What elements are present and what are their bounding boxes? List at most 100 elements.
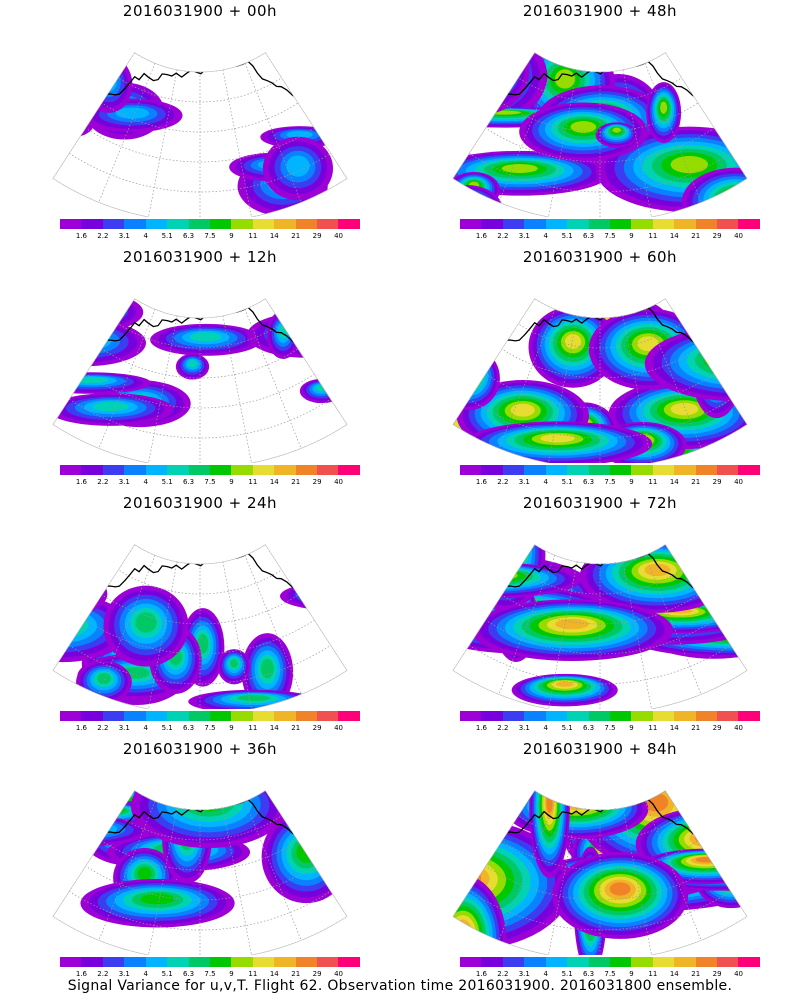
colorbar-swatch — [481, 957, 503, 967]
variance-contour — [452, 192, 489, 217]
variance-contour — [140, 893, 175, 905]
colorbar-labels: 1.6 2.2 3.1 4 5.1 6.3 7.5 9 11 14 21 29 40 — [60, 232, 360, 242]
latitude-line — [62, 394, 338, 439]
colorbar-tick-label: 5.1 — [161, 970, 173, 978]
variance-contour — [486, 794, 506, 816]
colorbar-tick-label: 5.1 — [561, 724, 573, 732]
map-panel-60h: 2016031900 + 60h 1.6 2.2 3.1 4 5.1 6.3 7.5 9 11 14… — [400, 246, 800, 492]
variance-contour — [564, 334, 582, 349]
colorbar-swatch — [188, 957, 210, 967]
colorbar-tick-label: 14 — [669, 232, 679, 240]
colorbar-swatch — [717, 711, 739, 721]
colorbar-labels: 1.6 2.2 3.1 4 5.1 6.3 7.5 9 11 14 21 29 40 — [460, 232, 760, 242]
variance-contour — [57, 584, 78, 596]
colorbar-tick-label: 9 — [229, 724, 234, 732]
colorbar-tick-label: 6.3 — [182, 724, 195, 732]
colorbar-swatch — [481, 219, 503, 229]
variance-contour — [703, 345, 748, 374]
colorbar-swatch — [652, 711, 675, 721]
variance-contour — [286, 131, 313, 139]
variance-contour — [474, 55, 493, 74]
colorbar-tick-label: 1.6 — [475, 478, 487, 486]
colorbar-swatch — [652, 957, 675, 967]
variance-contour — [452, 790, 529, 817]
colorbar-tick-label: 9 — [229, 970, 234, 978]
colorbar-labels: 1.6 2.2 3.1 4 5.1 6.3 7.5 9 11 14 21 29 40 — [460, 970, 760, 980]
latitude-line — [113, 320, 287, 349]
colorbar-swatch — [274, 219, 296, 229]
colorbar-tick-label: 1.6 — [475, 232, 487, 240]
longitude-line — [222, 561, 252, 709]
colorbar-swatch — [545, 465, 568, 475]
variance-contour — [59, 330, 112, 351]
colorbar-swatch — [338, 465, 360, 475]
colorbar-swatch — [460, 219, 482, 229]
map-panel-36h: 2016031900 + 36h 1.6 2.2 3.1 4 5.1 6.3 7.5 9 11 14… — [0, 738, 400, 984]
variance-contour — [686, 826, 748, 835]
colorbar-swatch — [102, 465, 125, 475]
colorbar-tick-label: 1.6 — [75, 970, 87, 978]
longitude-line — [622, 561, 652, 709]
variance-contour — [489, 584, 501, 599]
colorbar-labels: 1.6 2.2 3.1 4 5.1 6.3 7.5 9 11 14 21 29 40 — [60, 724, 360, 734]
variance-contour — [308, 586, 348, 602]
variance-contour — [644, 563, 671, 577]
variance-contour — [672, 549, 709, 561]
variance-contour — [189, 332, 222, 342]
map-panel-72h: 2016031900 + 72h 1.6 2.2 3.1 4 5.1 6.3 7.5 9 11 14… — [400, 492, 800, 738]
colorbar — [460, 219, 760, 229]
colorbar-tick-label: 1.6 — [75, 232, 87, 240]
variance-contour — [286, 155, 310, 177]
longitude-line — [148, 69, 178, 217]
variance-contour — [260, 658, 274, 679]
colorbar-tick-label: 3.1 — [518, 724, 530, 732]
colorbar — [60, 219, 360, 229]
variance-contour — [689, 829, 722, 847]
latitude-line — [79, 615, 321, 655]
variance-contour — [459, 790, 508, 807]
colorbar-swatch — [231, 219, 253, 229]
colorbar-swatch — [295, 957, 318, 967]
colorbar-swatch — [460, 711, 482, 721]
latitude-line — [113, 566, 287, 595]
colorbar-swatch — [738, 219, 760, 229]
variance-contour — [456, 362, 480, 386]
variance-contour — [554, 69, 575, 89]
colorbar-swatch — [124, 219, 146, 229]
variance-contour — [483, 544, 502, 584]
colorbar — [60, 711, 360, 721]
colorbar-tick-label: 14 — [269, 478, 279, 486]
colorbar-tick-label: 2.2 — [97, 724, 109, 732]
colorbar-swatch — [145, 219, 168, 229]
panel-title: 2016031900 + 72h — [522, 494, 678, 512]
variance-contour — [452, 790, 521, 813]
colorbar-tick-label: 7.5 — [204, 724, 216, 732]
colorbar-swatch — [317, 219, 339, 229]
variance-contour — [456, 60, 487, 82]
variance-contour — [59, 823, 93, 831]
polar-map — [52, 544, 348, 709]
variance-contour — [492, 798, 501, 807]
colorbar-swatch — [209, 219, 232, 229]
variance-contour — [452, 790, 516, 811]
colorbar-swatch — [502, 711, 525, 721]
variance-contour — [52, 582, 83, 600]
colorbar-swatch — [524, 957, 546, 967]
variance-contour — [237, 695, 270, 701]
variance-contour — [478, 544, 507, 595]
colorbar-tick-label: 21 — [691, 724, 701, 732]
longitude-line — [498, 801, 556, 941]
variance-contour — [452, 194, 486, 217]
colorbar-swatch — [695, 711, 718, 721]
latitude-line — [513, 74, 687, 103]
variance-contour — [59, 298, 121, 323]
variance-contour — [182, 790, 235, 817]
colorbar-swatch — [209, 711, 232, 721]
colorbar-tick-label: 5.1 — [161, 232, 173, 240]
variance-contour — [101, 72, 117, 92]
panel-title: 2016031900 + 60h — [522, 248, 678, 266]
variance-contour — [75, 303, 106, 316]
colorbar-swatch — [167, 219, 189, 229]
variance-contour — [452, 790, 525, 815]
colorbar-swatch — [295, 465, 318, 475]
